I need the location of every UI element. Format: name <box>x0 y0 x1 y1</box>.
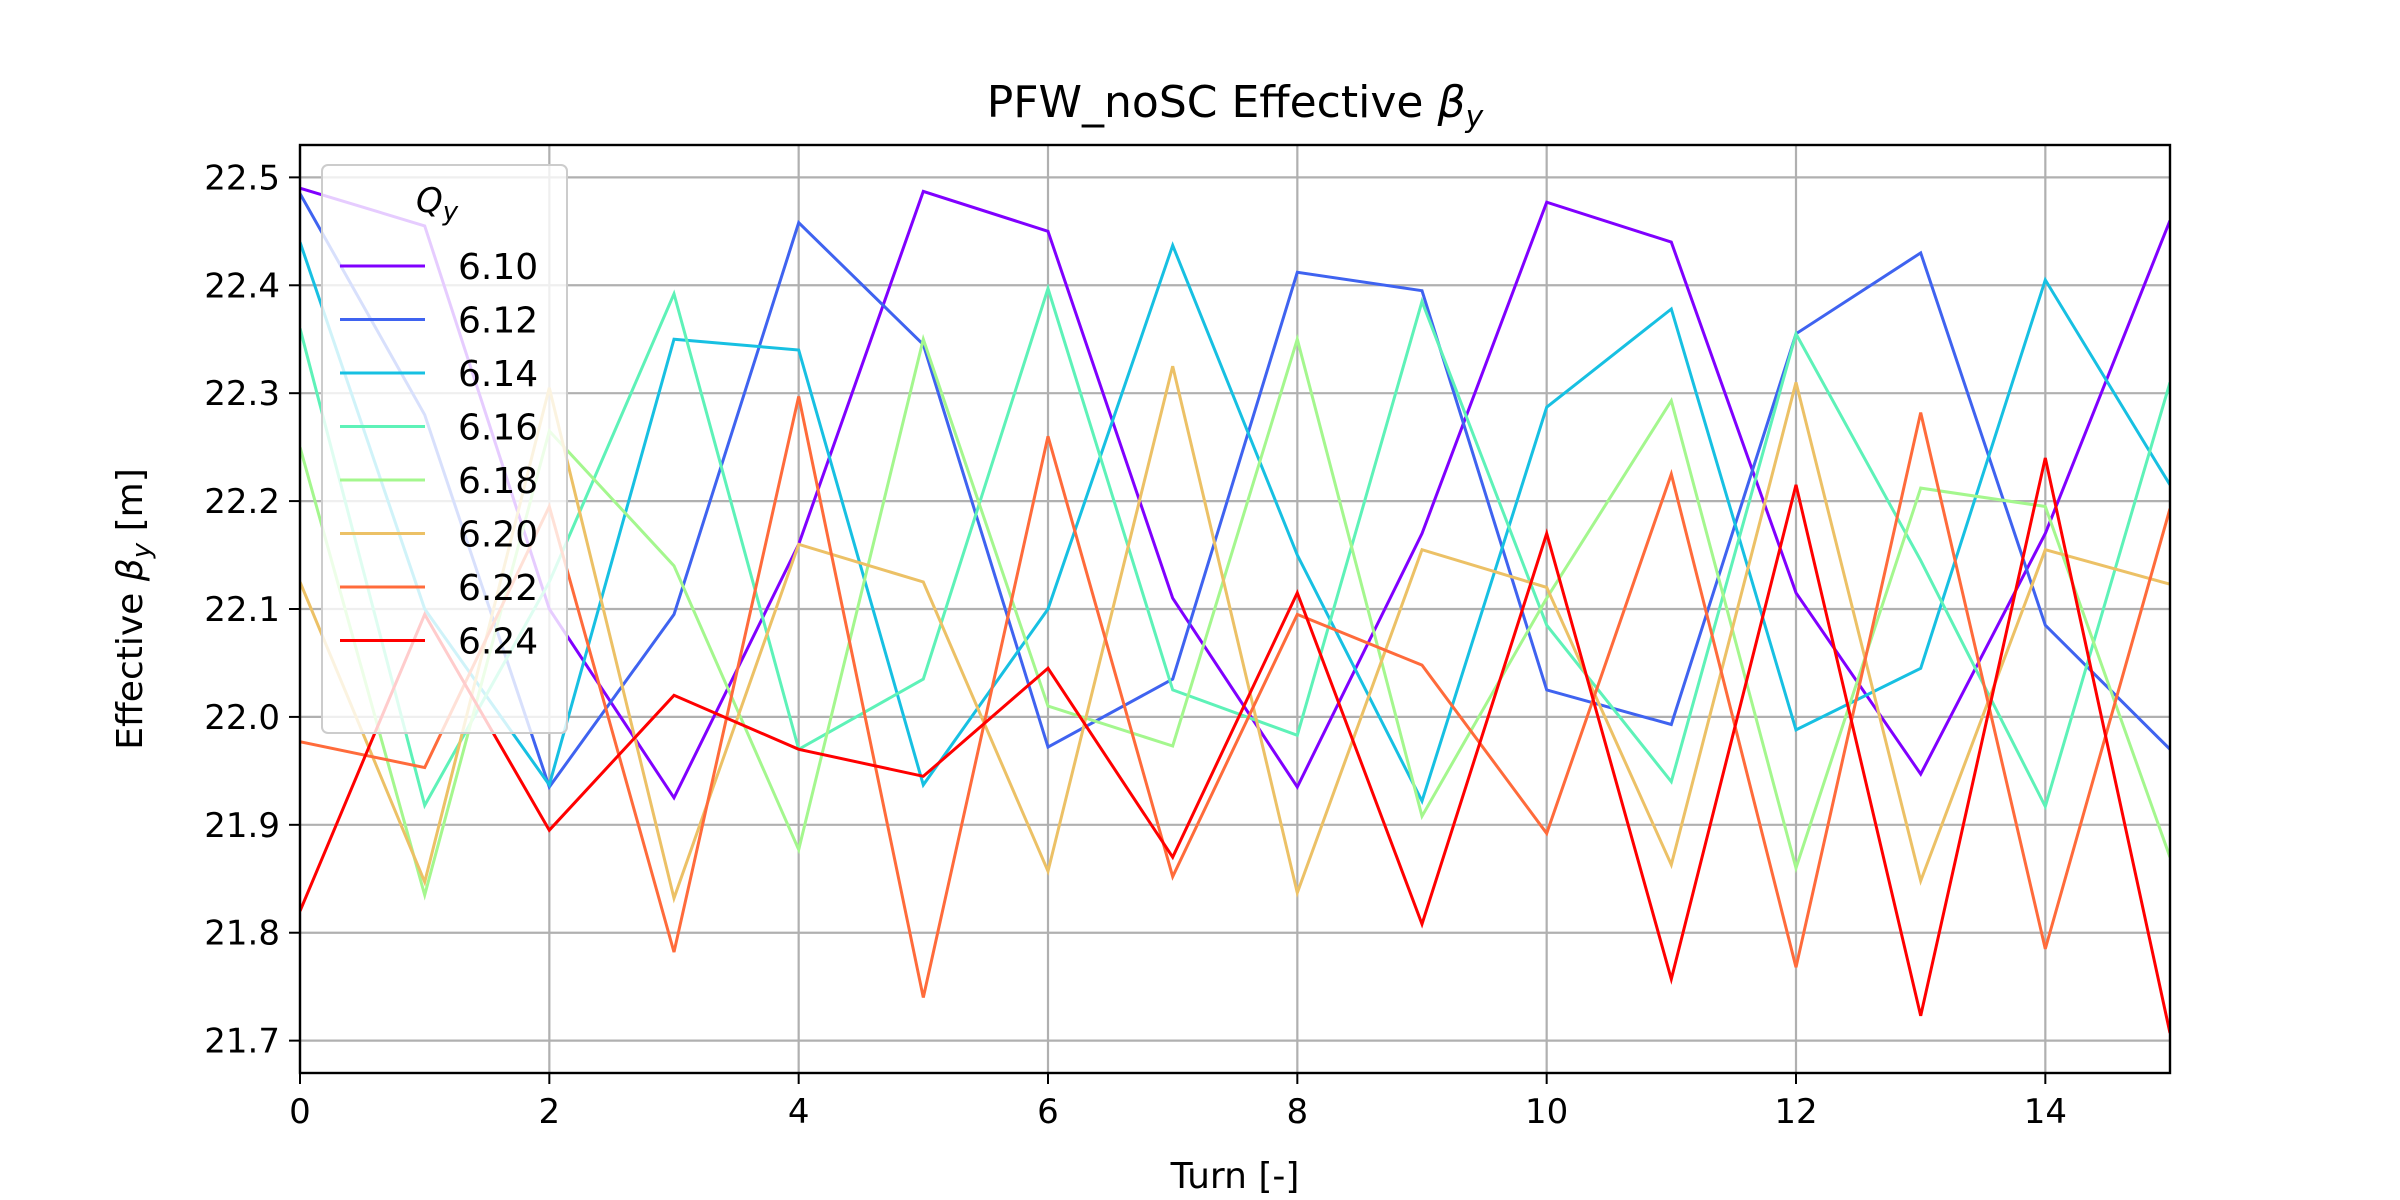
x-tick-label: 6 <box>1037 1092 1059 1132</box>
y-tick-label: 22.3 <box>204 374 280 414</box>
chart-title-text: PFW_noSC Effective <box>987 77 1438 128</box>
x-tick-label: 12 <box>1774 1092 1817 1132</box>
series-line-6.20 <box>300 365 2170 904</box>
y-tick-label: 22.4 <box>204 266 280 306</box>
x-tick-label: 4 <box>788 1092 810 1132</box>
legend-label-6.22: 6.22 <box>458 568 538 609</box>
y-axis-label-subscript: y <box>127 542 157 559</box>
legend-title-subscript: y <box>442 197 459 227</box>
legend-label-6.20: 6.20 <box>458 515 538 556</box>
x-tick-label: 14 <box>2024 1092 2067 1132</box>
legend-entries: 6.10 6.12 6.14 6.16 6.18 6.20 6.22 6.24 <box>340 247 538 663</box>
legend-box <box>321 164 568 734</box>
series-line-6.14 <box>300 241 2170 806</box>
x-tick-label: 10 <box>1525 1092 1568 1132</box>
legend-label-6.14: 6.14 <box>458 354 538 395</box>
y-tick-label: 21.8 <box>204 914 280 954</box>
chart-title: PFW_noSC Effective βy <box>987 77 1485 135</box>
y-axis-label-symbol: β <box>110 558 151 582</box>
legend-title: Qy <box>416 181 459 227</box>
series-line-6.18 <box>300 333 2170 901</box>
y-tick-label: 22.5 <box>204 158 280 198</box>
y-tick-label: 21.9 <box>204 806 280 846</box>
series-line-6.24 <box>300 457 2170 1034</box>
legend-label-6.16: 6.16 <box>458 408 538 449</box>
legend-title-symbol: Q <box>416 181 443 221</box>
legend: Qy 6.10 6.12 6.14 6.16 6.18 6.20 6.22 6.24 <box>321 164 568 734</box>
legend-label-6.18: 6.18 <box>458 461 538 502</box>
y-axis-label: Effective βy [m] <box>110 468 157 750</box>
y-axis-label-unit: [m] <box>110 468 151 543</box>
x-tick-label: 8 <box>1287 1092 1309 1132</box>
y-tick-label: 21.7 <box>204 1022 280 1062</box>
x-axis-label: Turn [-] <box>1170 1156 1300 1197</box>
chart-title-symbol: β <box>1436 77 1465 128</box>
series-line-6.16 <box>300 283 2170 811</box>
series-line-6.22 <box>300 396 2170 998</box>
y-tick-label: 22.0 <box>204 698 280 738</box>
chart-title-subscript: y <box>1465 100 1485 135</box>
grid <box>298 145 2170 1073</box>
legend-label-6.24: 6.24 <box>458 622 538 663</box>
x-tick-label: 0 <box>289 1092 311 1132</box>
legend-label-6.12: 6.12 <box>458 301 538 342</box>
legend-label-6.10: 6.10 <box>458 247 538 288</box>
series-line-6.12 <box>300 192 2170 791</box>
x-tick-label: 2 <box>539 1092 561 1132</box>
y-tick-label: 22.2 <box>204 482 280 522</box>
plot-frame <box>298 143 2172 1075</box>
ticks: 0 2 4 6 8 10 12 14 21.7 21.8 21.9 22.0 22.1 22.2 22.3 2… <box>204 158 2067 1132</box>
y-tick-label: 22.1 <box>204 590 280 630</box>
series-lines <box>300 186 2170 1034</box>
y-axis-label-text: Effective <box>110 581 151 750</box>
plot-area <box>300 186 2170 1034</box>
